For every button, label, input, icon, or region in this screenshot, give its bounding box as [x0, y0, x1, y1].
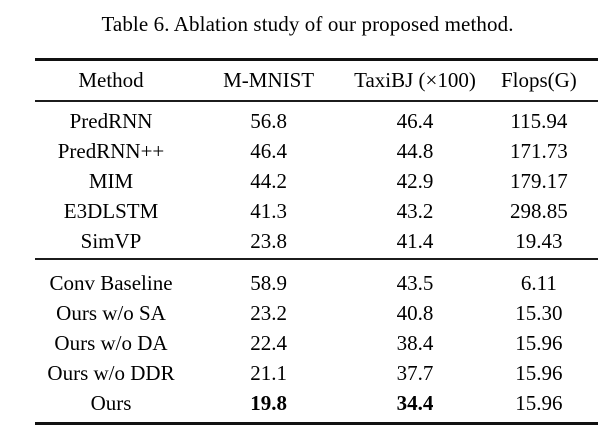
mmnist-value-cell: 56.8 — [250, 108, 287, 133]
flops-value-cell: 115.94 — [510, 108, 568, 133]
taxibj-value-cell: 46.4 — [396, 108, 434, 133]
ours-ablations-group: Conv Baseline 58.9 43.5 6.11 Ours w/o SA 23.2… — [35, 260, 598, 422]
table-bottom-rule — [35, 422, 598, 425]
flops-value-cell: 15.96 — [515, 360, 563, 385]
mmnist-value-cell: 58.9 — [250, 270, 287, 295]
method-cell: Ours w/o DA — [54, 330, 168, 355]
mmnist-value-cell: 46.4 — [250, 138, 287, 163]
table-row: Ours w/o SA 23.2 40.8 15.30 — [35, 298, 598, 328]
table-row: E3DLSTM 41.3 43.2 298.85 — [35, 196, 598, 226]
mmnist-value-cell: 19.8 — [250, 390, 287, 415]
mmnist-value-cell: 21.1 — [250, 360, 287, 385]
table-header-rule — [35, 100, 598, 102]
flops-value-cell: 15.96 — [515, 330, 563, 355]
column-header-method: Method — [78, 67, 144, 92]
taxibj-value-cell: 34.4 — [396, 390, 434, 415]
method-cell: Ours w/o SA — [56, 300, 166, 325]
table-mid-rule — [35, 258, 598, 260]
table-row: SimVP 23.8 41.4 19.43 — [35, 226, 598, 256]
flops-value-cell: 6.11 — [520, 270, 557, 295]
method-cell: E3DLSTM — [63, 198, 159, 223]
column-header-mmnist: M-MNIST — [223, 67, 315, 92]
method-cell: SimVP — [80, 228, 142, 253]
taxibj-value-cell: 43.2 — [396, 198, 434, 223]
flops-value-cell: 19.43 — [515, 228, 563, 253]
flops-value-cell: 298.85 — [509, 198, 568, 223]
table-row: MIM 44.2 42.9 179.17 — [35, 166, 598, 196]
taxibj-value-cell: 37.7 — [396, 360, 434, 385]
taxibj-value-cell: 43.5 — [396, 270, 434, 295]
method-cell: PredRNN++ — [57, 138, 165, 163]
table-row: PredRNN 56.8 46.4 115.94 — [35, 106, 598, 136]
method-cell: MIM — [88, 168, 134, 193]
table-row: PredRNN++ 46.4 44.8 171.73 — [35, 136, 598, 166]
taxibj-value-cell: 42.9 — [396, 168, 434, 193]
taxibj-value-cell: 38.4 — [396, 330, 434, 355]
mmnist-value-cell: 44.2 — [250, 168, 287, 193]
table-caption: Table 6. Ablation study of our proposed … — [101, 12, 514, 36]
mmnist-value-cell: 22.4 — [250, 330, 287, 355]
flops-value-cell: 171.73 — [509, 138, 568, 163]
flops-value-cell: 15.30 — [515, 300, 563, 325]
method-cell: Ours w/o DDR — [47, 360, 175, 385]
method-cell: Conv Baseline — [49, 270, 173, 295]
flops-value-cell: 179.17 — [509, 168, 568, 193]
taxibj-value-cell: 41.4 — [396, 228, 434, 253]
table-row: Ours w/o DA 22.4 38.4 15.96 — [35, 328, 598, 358]
table-row: Conv Baseline 58.9 43.5 6.11 — [35, 268, 598, 298]
mmnist-value-cell: 23.2 — [250, 300, 287, 325]
mmnist-value-cell: 41.3 — [250, 198, 287, 223]
column-header-taxibj: TaxiBJ (×100) — [354, 67, 476, 92]
flops-value-cell: 15.96 — [515, 390, 563, 415]
table-row: Ours 19.8 34.4 15.96 — [35, 388, 598, 418]
method-cell: PredRNN — [69, 108, 153, 133]
mmnist-value-cell: 23.8 — [250, 228, 287, 253]
method-cell: Ours — [90, 390, 132, 415]
table-row: Ours w/o DDR 21.1 37.7 15.96 — [35, 358, 598, 388]
table-top-rule — [35, 58, 598, 61]
ablation-table: Method M-MNIST TaxiBJ (×100) Flops(G) Pr… — [35, 58, 598, 425]
prior-methods-group: PredRNN 56.8 46.4 115.94 PredRNN++ 46.4 44.8 17… — [35, 102, 598, 258]
column-header-flops: Flops(G) — [500, 67, 577, 92]
table-header-row: Method M-MNIST TaxiBJ (×100) Flops(G) — [35, 61, 598, 101]
taxibj-value-cell: 44.8 — [396, 138, 434, 163]
taxibj-value-cell: 40.8 — [396, 300, 434, 325]
